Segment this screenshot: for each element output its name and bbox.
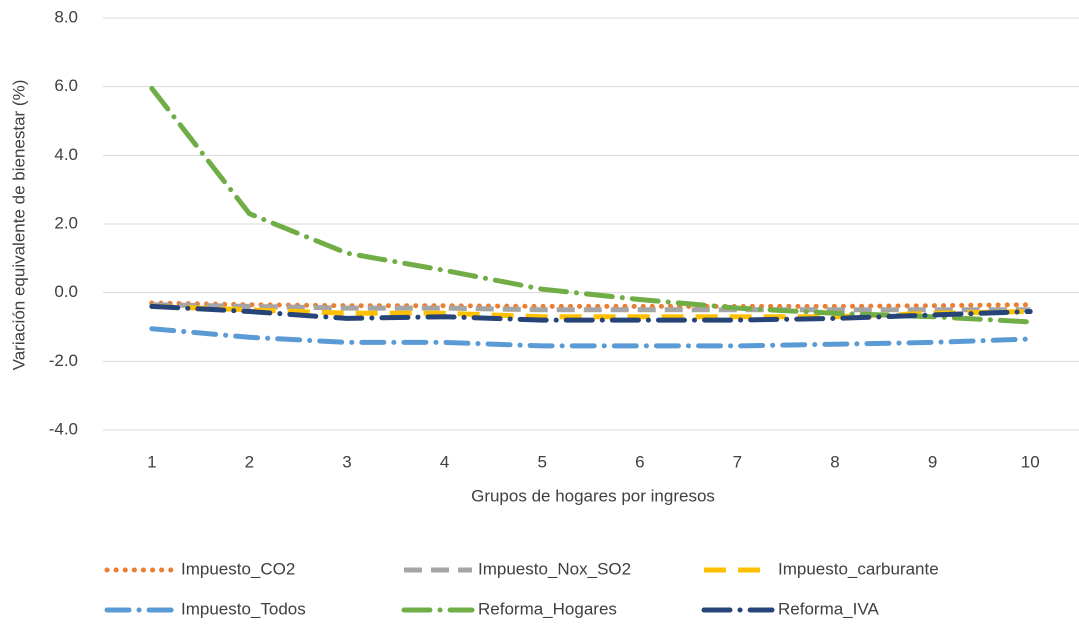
legend-label: Reforma_IVA <box>778 599 879 618</box>
series-line <box>151 302 1031 313</box>
x-tick-label: 6 <box>635 452 644 471</box>
x-tick-label: 4 <box>440 452 449 471</box>
legend-label: Impuesto_CO2 <box>181 559 295 578</box>
y-tick-label: 8.0 <box>54 7 78 26</box>
x-tick-label: 10 <box>1021 452 1040 471</box>
y-tick-label: -2.0 <box>49 351 78 370</box>
x-tick-label: 2 <box>245 452 254 471</box>
x-tick-label: 8 <box>830 452 839 471</box>
y-tick-label: 0.0 <box>54 282 78 301</box>
y-tick-label: -4.0 <box>49 419 78 438</box>
x-tick-label: 9 <box>928 452 937 471</box>
x-tick-label: 3 <box>342 452 351 471</box>
x-tick-label: 5 <box>537 452 546 471</box>
legend-label: Reforma_Hogares <box>478 599 617 618</box>
x-axis-title: Grupos de hogares por ingresos <box>471 486 715 505</box>
y-tick-label: 2.0 <box>54 213 78 232</box>
legend-label: Impuesto_carburante <box>778 559 939 578</box>
legend-label: Impuesto_Todos <box>181 599 306 618</box>
x-tick-label: 7 <box>733 452 742 471</box>
y-tick-label: 6.0 <box>54 76 78 95</box>
y-axis-title: Variación equivalente de bienestar (%) <box>9 80 28 371</box>
series-line <box>149 300 1033 309</box>
series-line <box>149 303 1033 323</box>
y-tick-label: 4.0 <box>54 145 78 164</box>
series-line <box>149 85 1033 325</box>
legend-label: Impuesto_Nox_SO2 <box>478 559 631 578</box>
x-tick-label: 1 <box>147 452 156 471</box>
series-line <box>149 326 1033 349</box>
